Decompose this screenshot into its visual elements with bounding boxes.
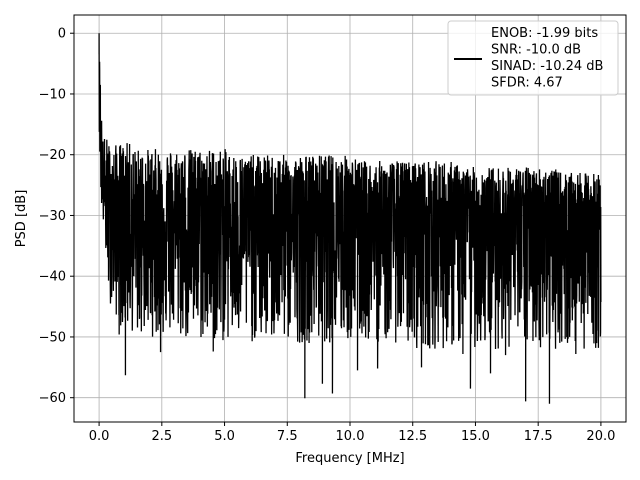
x-tick-label: 7.5 xyxy=(277,429,298,444)
x-axis-label: Frequency [MHz] xyxy=(295,451,404,466)
x-tick-label: 5.0 xyxy=(214,429,235,444)
y-axis-ticks: 0 −10 −20 −30 −40 −50 −60 xyxy=(39,27,74,406)
y-tick-label: −20 xyxy=(39,148,66,163)
y-axis-label: PSD [dB] xyxy=(14,190,29,248)
x-tick-label: 17.5 xyxy=(524,429,553,444)
x-tick-label: 12.5 xyxy=(398,429,427,444)
legend-line-sinad: SINAD: -10.24 dB xyxy=(491,59,603,74)
x-axis-ticks: 0.0 2.5 5.0 7.5 10.0 12.5 15.0 17.5 20.0 xyxy=(89,422,615,444)
y-tick-label: −10 xyxy=(39,87,66,102)
legend-line-sfdr: SFDR: 4.67 xyxy=(491,76,563,91)
y-tick-label: −40 xyxy=(39,270,66,285)
legend-box xyxy=(447,20,619,96)
psd-series-line xyxy=(98,33,602,404)
legend: ENOB: -1.99 bits SNR: -10.0 dB SINAD: -1… xyxy=(447,20,619,96)
x-tick-label: 20.0 xyxy=(586,429,615,444)
legend-line-enob: ENOB: -1.99 bits xyxy=(491,26,598,41)
y-tick-label: −50 xyxy=(39,330,66,345)
x-tick-label: 2.5 xyxy=(151,429,172,444)
y-tick-label: −30 xyxy=(39,209,66,224)
y-tick-label: −60 xyxy=(39,391,66,406)
legend-line-snr: SNR: -10.0 dB xyxy=(491,43,581,58)
x-tick-label: 0.0 xyxy=(89,429,110,444)
series-layer xyxy=(98,33,602,404)
x-tick-label: 15.0 xyxy=(461,429,490,444)
y-tick-label: 0 xyxy=(58,27,66,42)
x-tick-label: 10.0 xyxy=(336,429,365,444)
